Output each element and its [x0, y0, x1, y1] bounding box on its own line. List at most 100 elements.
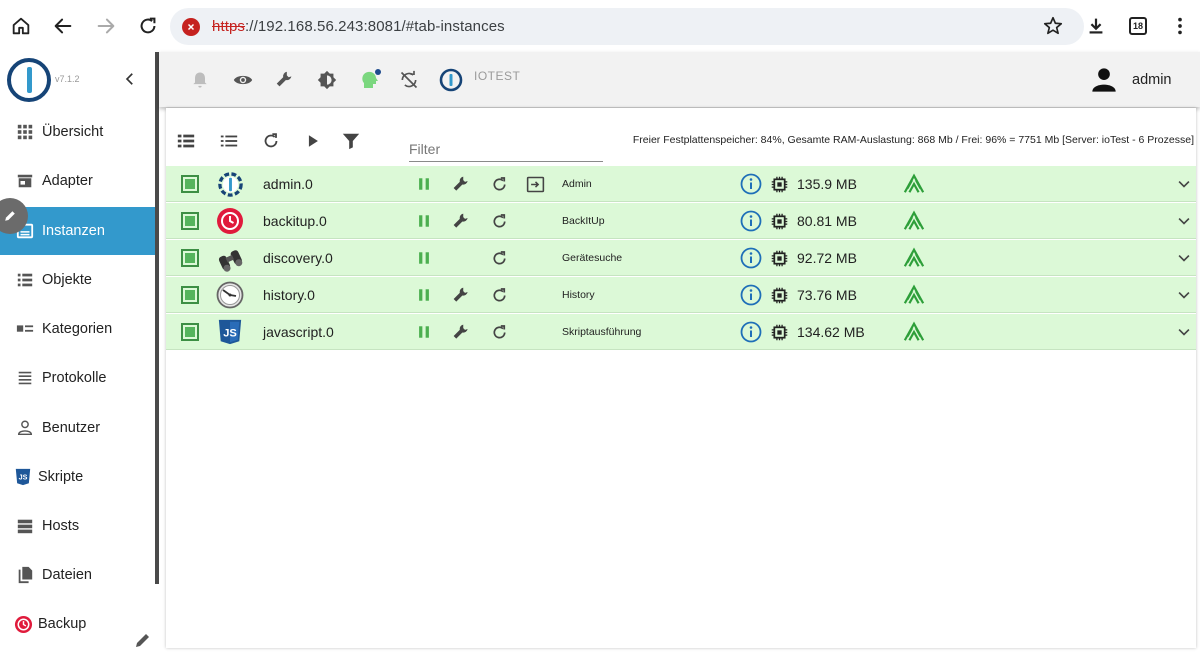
download-icon[interactable]: [1080, 10, 1112, 42]
forward-icon[interactable]: [90, 10, 122, 42]
address-bar[interactable]: https://192.168.56.243:8081/#tab-instanc…: [170, 8, 1084, 45]
instance-enable-checkbox[interactable]: [181, 286, 199, 304]
instance-name[interactable]: history.0: [263, 287, 315, 303]
filter-icon[interactable]: [340, 130, 362, 152]
instance-settings-wrench-icon[interactable]: [450, 210, 472, 232]
user-icon: [15, 418, 35, 438]
instance-title: History: [562, 289, 595, 301]
sidebar-item-protokolle[interactable]: Protokolle: [0, 354, 155, 402]
restart-icon[interactable]: [488, 321, 510, 343]
sidebar-item-skripte[interactable]: JS Skripte: [0, 453, 155, 501]
instance-enable-checkbox[interactable]: [181, 175, 199, 193]
sidebar-item-label: Adapter: [42, 173, 93, 189]
notifications-icon[interactable]: [188, 68, 212, 92]
sidebar-item-kategorien[interactable]: Kategorien: [0, 305, 155, 353]
not-secure-icon[interactable]: [182, 17, 200, 36]
log-level-icon[interactable]: [903, 173, 925, 195]
restart-icon[interactable]: [488, 210, 510, 232]
instance-name[interactable]: admin.0: [263, 176, 313, 192]
settings-wrench-icon[interactable]: [273, 68, 297, 92]
tab-count-button[interactable]: 18: [1129, 17, 1147, 35]
pause-icon[interactable]: [413, 210, 435, 232]
instance-enable-checkbox[interactable]: [181, 212, 199, 230]
instance-enable-checkbox[interactable]: [181, 249, 199, 267]
sidebar-scrollbar[interactable]: [155, 52, 159, 584]
drag-handle[interactable]: [0, 198, 28, 234]
instance-enable-checkbox[interactable]: [181, 323, 199, 341]
pause-icon[interactable]: [413, 173, 435, 195]
url-text[interactable]: https://192.168.56.243:8081/#tab-instanc…: [212, 18, 505, 35]
instance-name[interactable]: discovery.0: [263, 250, 333, 266]
sidebar-item-uebersicht[interactable]: Übersicht: [0, 108, 155, 156]
expand-chevron-icon[interactable]: [1173, 210, 1195, 232]
theme-toggle-icon[interactable]: [315, 68, 339, 92]
restart-icon[interactable]: [488, 284, 510, 306]
sidebar-item-objekte[interactable]: Objekte: [0, 256, 155, 304]
info-icon[interactable]: [740, 173, 762, 195]
instance-name[interactable]: backitup.0: [263, 213, 327, 229]
edit-menu-icon[interactable]: [133, 630, 153, 650]
sidebar-item-label: Instanzen: [42, 223, 105, 239]
sidebar-item-backup[interactable]: Backup: [0, 600, 155, 648]
sidebar-item-label: Backup: [38, 616, 87, 632]
expert-mode-eye-icon[interactable]: [231, 68, 255, 92]
instance-name[interactable]: javascript.0: [263, 324, 334, 340]
expand-chevron-icon[interactable]: [1173, 321, 1195, 343]
back-icon[interactable]: [47, 10, 79, 42]
log-level-icon[interactable]: [903, 210, 925, 232]
table-view-icon[interactable]: [175, 130, 197, 152]
backup-icon: [13, 614, 33, 634]
memory-value: 80.81 MB: [797, 213, 857, 229]
play-icon[interactable]: [302, 130, 324, 152]
expand-chevron-icon[interactable]: [1173, 173, 1195, 195]
log-level-icon[interactable]: [903, 321, 925, 343]
iobroker-host-icon[interactable]: [439, 68, 463, 92]
filter-input[interactable]: [409, 136, 603, 162]
ai-assistant-head-icon[interactable]: [358, 68, 382, 92]
expand-chevron-icon[interactable]: [1173, 284, 1195, 306]
sidebar-item-benutzer[interactable]: Benutzer: [0, 404, 155, 452]
info-icon[interactable]: [740, 210, 762, 232]
instance-title: Gerätesuche: [562, 252, 623, 264]
user-name[interactable]: admin: [1132, 72, 1172, 88]
compact-list-icon[interactable]: [218, 130, 240, 152]
memory-chip-icon: [768, 321, 790, 343]
bookmark-star-icon[interactable]: [1037, 10, 1069, 42]
restart-icon[interactable]: [488, 173, 510, 195]
browser-menu-icon[interactable]: [1164, 10, 1196, 42]
info-icon[interactable]: [740, 247, 762, 269]
instance-settings-wrench-icon[interactable]: [450, 321, 472, 343]
sidebar-item-hosts[interactable]: Hosts: [0, 502, 155, 550]
expand-chevron-icon[interactable]: [1173, 247, 1195, 269]
sidebar-item-adapter[interactable]: Adapter: [0, 157, 155, 205]
home-icon[interactable]: [5, 10, 37, 42]
version-label: v7.1.2: [55, 74, 80, 84]
sync-disabled-icon[interactable]: [397, 68, 421, 92]
info-icon[interactable]: [740, 284, 762, 306]
pause-icon[interactable]: [413, 284, 435, 306]
log-level-icon[interactable]: [903, 247, 925, 269]
sidebar-item-dateien[interactable]: Dateien: [0, 551, 155, 599]
refresh-icon[interactable]: [260, 130, 282, 152]
instance-settings-wrench-icon[interactable]: [450, 173, 472, 195]
open-link-icon[interactable]: [524, 173, 546, 195]
hosts-icon: [15, 516, 35, 536]
memory-chip-icon: [768, 173, 790, 195]
apps-icon: [15, 122, 35, 142]
collapse-sidebar-icon[interactable]: [121, 70, 139, 88]
pause-icon[interactable]: [413, 321, 435, 343]
backitup-icon: [216, 207, 244, 235]
instance-settings-wrench-icon[interactable]: [450, 284, 472, 306]
log-level-icon[interactable]: [903, 284, 925, 306]
iobroker-logo[interactable]: [7, 58, 51, 102]
restart-icon[interactable]: [488, 247, 510, 269]
store-icon: [15, 171, 35, 191]
reload-icon[interactable]: [132, 10, 164, 42]
binoculars-icon: [216, 244, 244, 272]
pause-icon[interactable]: [413, 247, 435, 269]
system-stats: Freier Festplattenspeicher: 84%, Gesamte…: [632, 134, 1194, 146]
user-avatar-icon[interactable]: [1090, 66, 1118, 94]
info-icon[interactable]: [740, 321, 762, 343]
sidebar-item-label: Objekte: [42, 272, 92, 288]
sidebar-item-label: Dateien: [42, 567, 92, 583]
